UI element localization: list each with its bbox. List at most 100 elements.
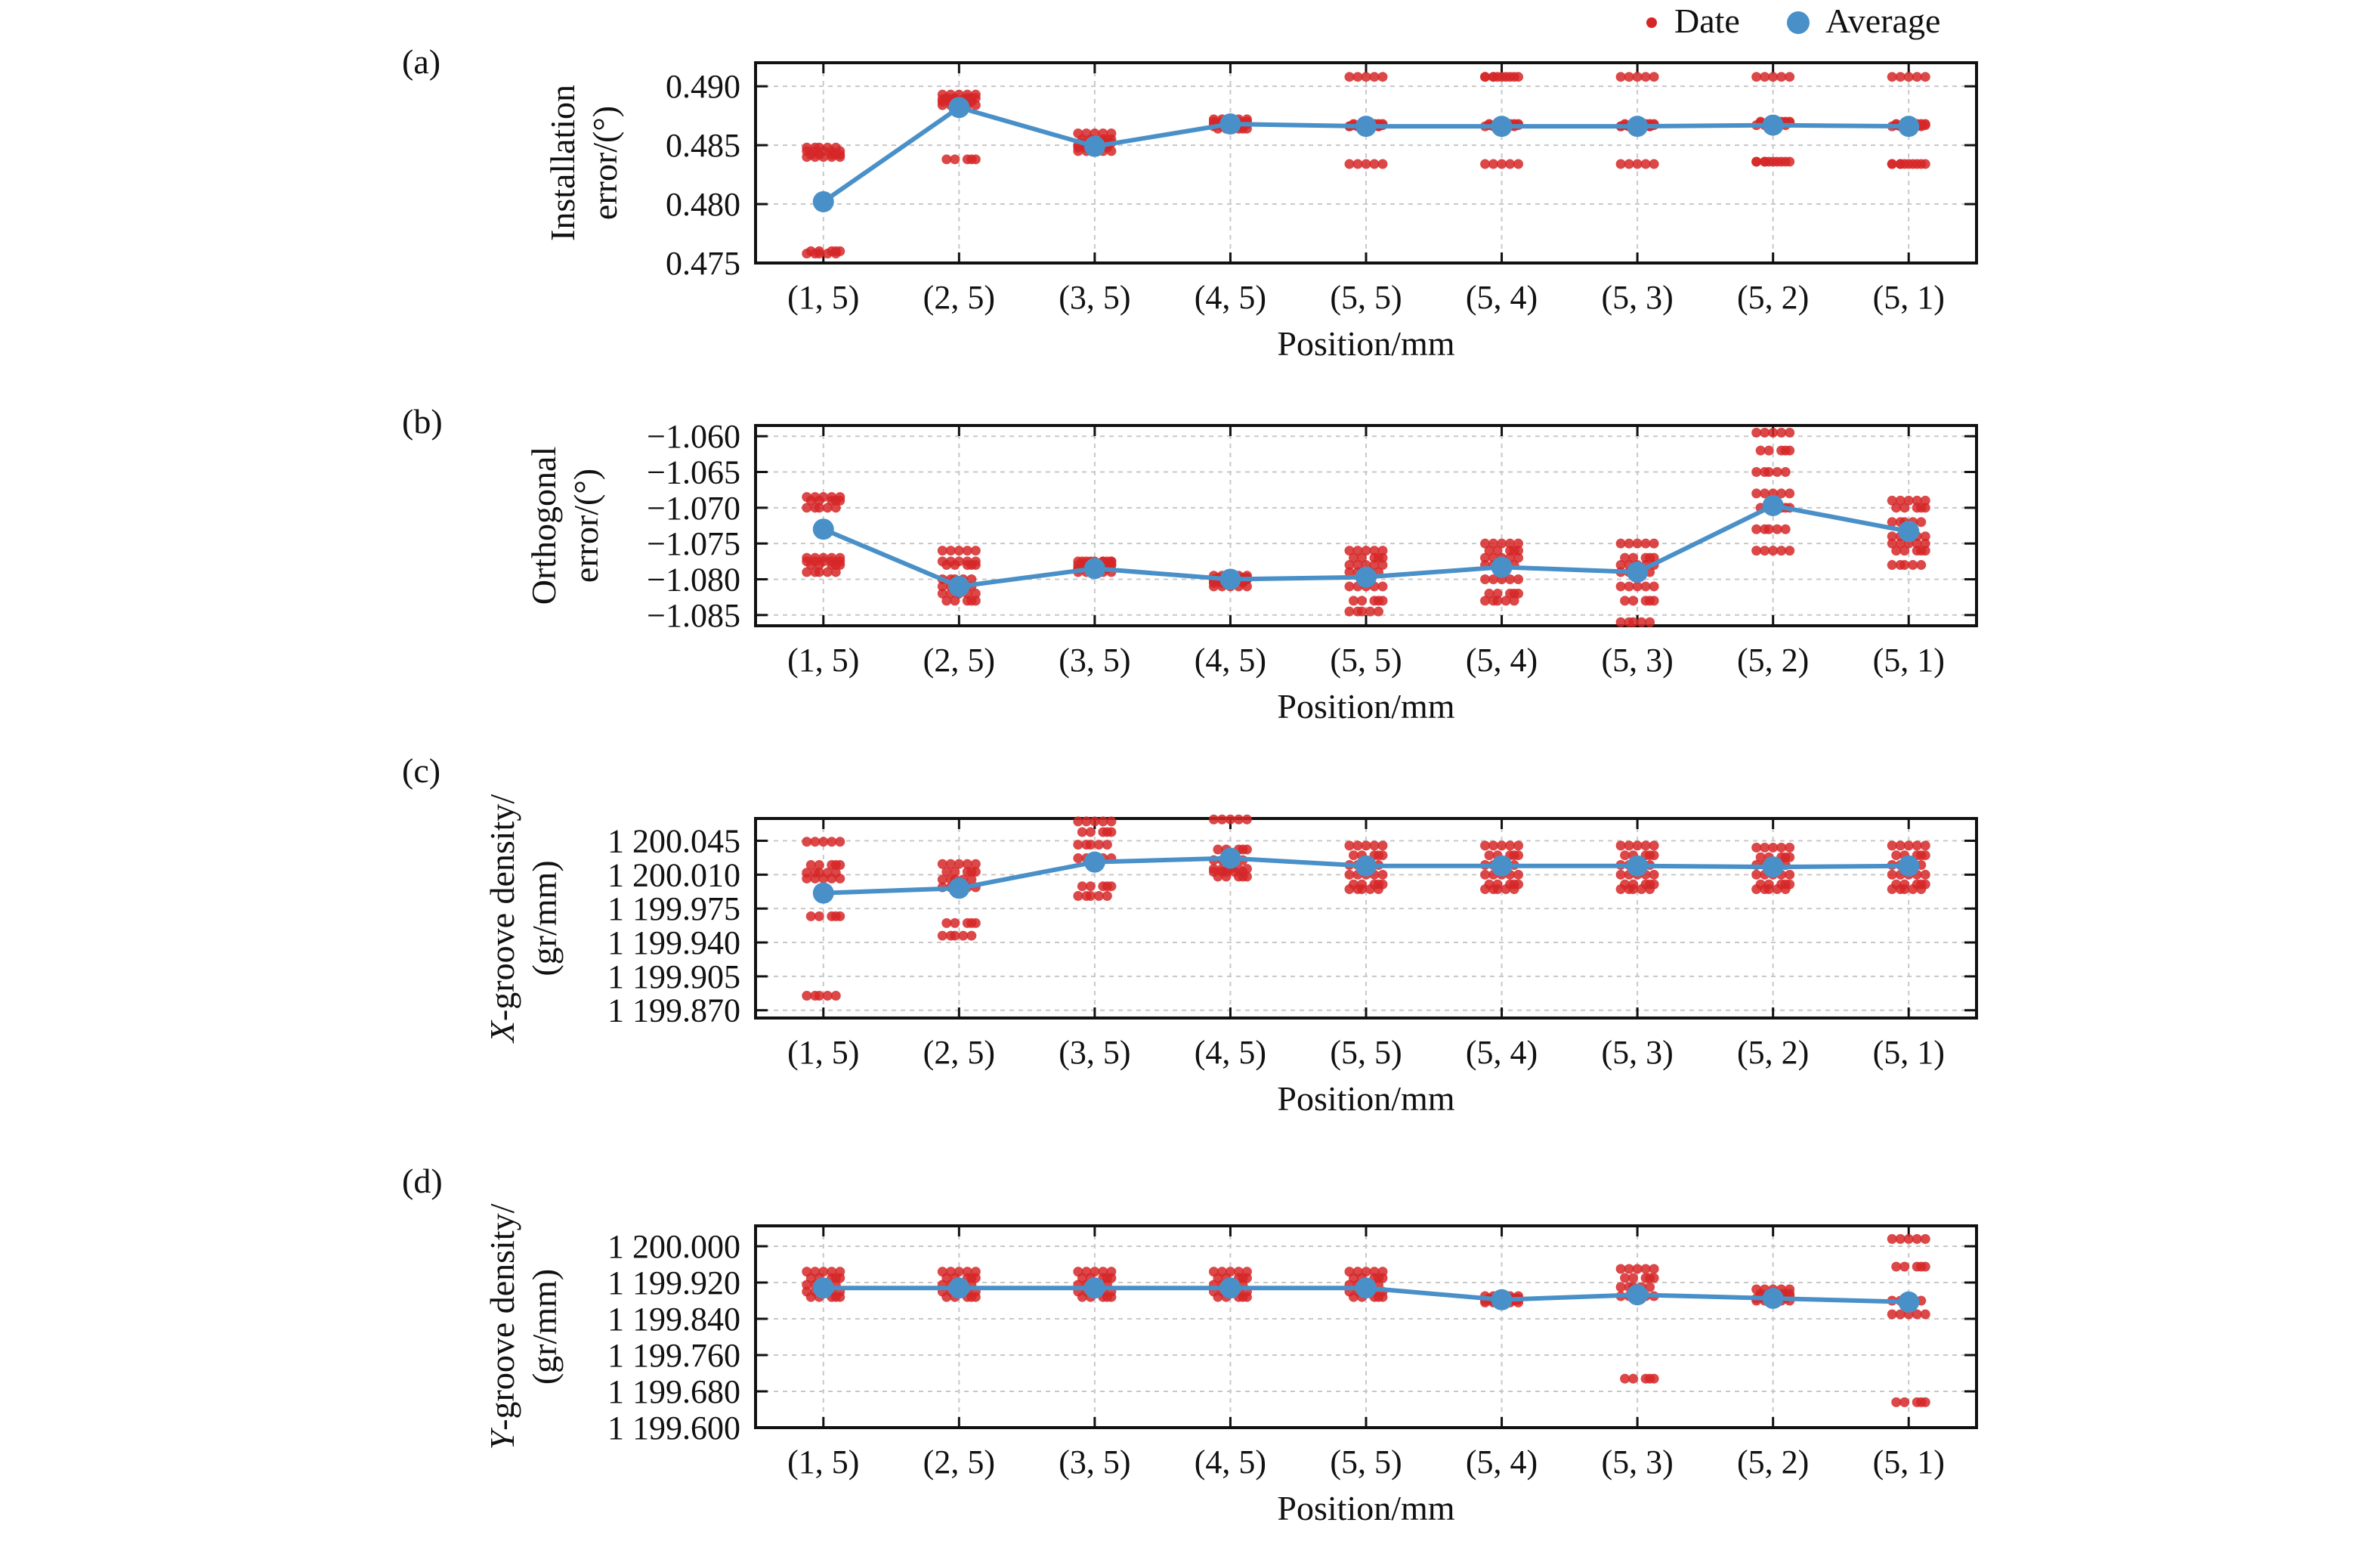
date-point bbox=[1624, 884, 1634, 895]
date-point bbox=[822, 991, 833, 1001]
date-point bbox=[958, 930, 969, 941]
date-point bbox=[950, 596, 960, 606]
date-point bbox=[1895, 1233, 1906, 1244]
date-point bbox=[1780, 524, 1791, 534]
date-point bbox=[1505, 159, 1516, 169]
date-point bbox=[1374, 1273, 1383, 1283]
date-point bbox=[1369, 72, 1380, 82]
date-point bbox=[802, 991, 812, 1001]
date-point bbox=[1903, 495, 1914, 506]
x-tick-label: (4, 5) bbox=[1195, 642, 1266, 679]
date-point bbox=[1620, 850, 1630, 861]
x-tick-label: (2, 5) bbox=[923, 642, 995, 679]
date-point bbox=[1480, 869, 1491, 880]
date-point bbox=[937, 556, 947, 567]
date-point bbox=[1488, 596, 1499, 606]
y-tick-label: 0.475 bbox=[666, 245, 740, 282]
x-axis-title: Position/mm bbox=[1277, 1079, 1454, 1118]
date-point bbox=[962, 556, 972, 567]
y-tick-label: 1 199.870 bbox=[607, 992, 740, 1029]
date-point bbox=[1624, 72, 1634, 82]
y-axis-title-line: error/(°) bbox=[567, 469, 605, 583]
date-point bbox=[945, 546, 956, 556]
date-point bbox=[805, 911, 816, 921]
date-point bbox=[1776, 488, 1787, 499]
x-tick-label: (2, 5) bbox=[923, 279, 995, 316]
x-tick-label: (5, 1) bbox=[1873, 1444, 1945, 1481]
date-point bbox=[805, 860, 816, 871]
date-point bbox=[805, 1292, 816, 1302]
date-point bbox=[810, 249, 821, 259]
x-tick-label: (3, 5) bbox=[1059, 1034, 1130, 1071]
date-point bbox=[1768, 72, 1779, 82]
date-point bbox=[1073, 560, 1083, 571]
date-point bbox=[1624, 159, 1634, 169]
y-tick-label: −1.080 bbox=[647, 561, 740, 598]
date-point bbox=[1916, 560, 1927, 571]
date-point bbox=[1920, 1309, 1930, 1320]
date-point bbox=[1615, 1282, 1626, 1292]
x-tick-label: (5, 3) bbox=[1601, 279, 1673, 316]
date-point bbox=[1776, 72, 1787, 82]
date-point bbox=[1615, 72, 1626, 82]
date-point bbox=[1349, 552, 1358, 563]
date-point bbox=[1887, 72, 1897, 82]
x-tick-label: (5, 5) bbox=[1330, 642, 1402, 679]
date-point bbox=[802, 142, 812, 153]
date-point bbox=[1899, 503, 1910, 513]
date-point bbox=[1344, 606, 1355, 617]
date-point bbox=[1649, 840, 1659, 851]
date-point bbox=[1501, 596, 1511, 606]
date-point bbox=[1369, 159, 1380, 169]
date-point bbox=[1887, 840, 1897, 851]
date-point bbox=[1751, 546, 1762, 556]
x-tick-label: (3, 5) bbox=[1059, 1444, 1130, 1481]
date-point bbox=[1093, 891, 1104, 902]
date-point bbox=[1785, 546, 1795, 556]
date-point bbox=[1480, 574, 1491, 584]
x-tick-label: (5, 1) bbox=[1873, 1034, 1945, 1071]
date-point bbox=[1912, 495, 1922, 506]
y-tick-label: 1 199.600 bbox=[607, 1409, 740, 1447]
date-point bbox=[1238, 1292, 1248, 1302]
date-point bbox=[962, 546, 972, 556]
y-tick-label: −1.085 bbox=[647, 597, 740, 634]
date-point bbox=[937, 930, 947, 941]
date-point bbox=[1624, 840, 1634, 851]
date-point bbox=[1887, 495, 1897, 506]
date-point bbox=[830, 1292, 841, 1302]
date-point bbox=[1344, 884, 1355, 895]
average-point bbox=[1491, 855, 1513, 877]
date-point bbox=[802, 556, 812, 567]
date-point bbox=[1374, 596, 1383, 606]
date-point bbox=[1513, 159, 1524, 169]
date-point bbox=[1349, 850, 1358, 861]
date-point bbox=[802, 873, 812, 883]
date-point bbox=[1480, 840, 1491, 851]
date-point bbox=[835, 556, 845, 567]
date-point bbox=[966, 917, 977, 928]
date-point bbox=[1916, 503, 1927, 513]
date-point bbox=[1649, 538, 1659, 549]
date-point bbox=[1480, 159, 1491, 169]
average-point bbox=[812, 882, 834, 904]
date-point bbox=[1887, 884, 1897, 895]
date-point bbox=[1365, 884, 1375, 895]
date-point bbox=[1895, 840, 1906, 851]
date-point bbox=[1887, 1309, 1897, 1320]
date-point bbox=[835, 837, 845, 847]
x-tick-label: (5, 5) bbox=[1330, 279, 1402, 316]
date-point bbox=[822, 503, 833, 513]
x-axis-title: Position/mm bbox=[1277, 324, 1454, 363]
x-axis-title: Position/mm bbox=[1277, 1489, 1454, 1527]
date-point bbox=[1920, 538, 1930, 549]
date-point bbox=[937, 94, 947, 104]
date-point bbox=[1776, 546, 1787, 556]
date-point bbox=[1772, 884, 1782, 895]
date-point bbox=[1377, 840, 1388, 851]
date-point bbox=[1887, 538, 1897, 549]
date-point bbox=[1755, 852, 1766, 862]
date-point bbox=[941, 1292, 952, 1302]
y-tick-label: 0.490 bbox=[666, 68, 740, 105]
date-point bbox=[1780, 467, 1791, 478]
